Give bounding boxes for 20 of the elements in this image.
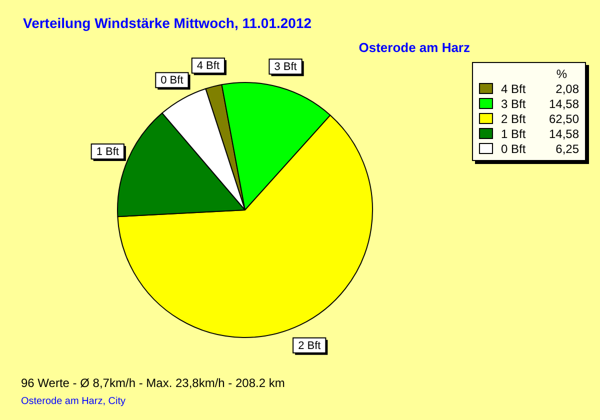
legend-label: 0 Bft [501,142,527,156]
chart-subtitle: Osterode am Harz [358,40,470,55]
legend-label: 3 Bft [501,96,527,110]
text: 96 Werte - Ø 8,7km/h - Max. 23,8km/h - 208.2 km [21,376,285,390]
legend-label: 2 Bft [501,112,527,126]
data-label: 6,25 [556,142,579,156]
legend-label: 4 Bft [501,82,527,96]
slice-label: 3 Bft [274,61,297,74]
data-label: 62,50 [548,112,579,126]
slice-label: 1 Bft [96,146,119,158]
text: Osterode am Harz, City [21,396,126,407]
legend-title: % [555,67,568,81]
slice-label: 4 Bft [196,60,220,72]
legend-label: 1 Bft [501,126,527,140]
slice-label: 0 Bft [160,74,184,87]
data-label: 2,08 [556,82,579,96]
slice-label: 2 Bft [298,340,321,352]
chart-title: Verteilung Windstärke Mittwoch, 11.01.2012 [23,15,312,31]
data-label: 14,58 [548,126,579,140]
data-label: 14,58 [548,96,579,110]
